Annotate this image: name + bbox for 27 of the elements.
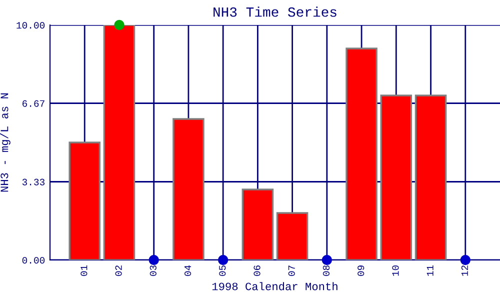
x-tick-label: 09 [358,266,364,276]
bar [414,94,447,260]
bar [276,212,308,260]
x-axis-title: 1998 Calendar Month [212,282,338,290]
bar [68,142,101,260]
bar [380,94,412,260]
y-tick-label: 3.33 [22,178,45,186]
chart-title: NH3 Time Series [214,6,336,17]
y-axis-title: NH3 - mg/L as N [0,93,10,192]
y-tick-label: 10.00 [16,22,45,29]
x-tick-label: 01 [80,265,88,276]
x-tick-label: 05 [219,265,226,276]
bar [172,118,204,260]
x-tick-label: 08 [322,266,330,276]
x-tick-label: 06 [254,265,260,276]
x-tick-label: 12 [461,266,468,276]
bar [346,48,378,260]
x-tick-label: 03 [150,265,156,276]
x-tick-label: 10 [392,265,399,276]
y-tick-label: 0.00 [22,257,45,264]
bar [103,25,136,260]
x-tick-label: 11 [426,265,434,276]
x-tick-label: 02 [115,266,122,276]
x-tick-label: 07 [288,266,295,276]
x-tick-label: 04 [184,265,192,276]
bar [242,188,274,260]
y-tick-label: 6.67 [22,100,44,107]
